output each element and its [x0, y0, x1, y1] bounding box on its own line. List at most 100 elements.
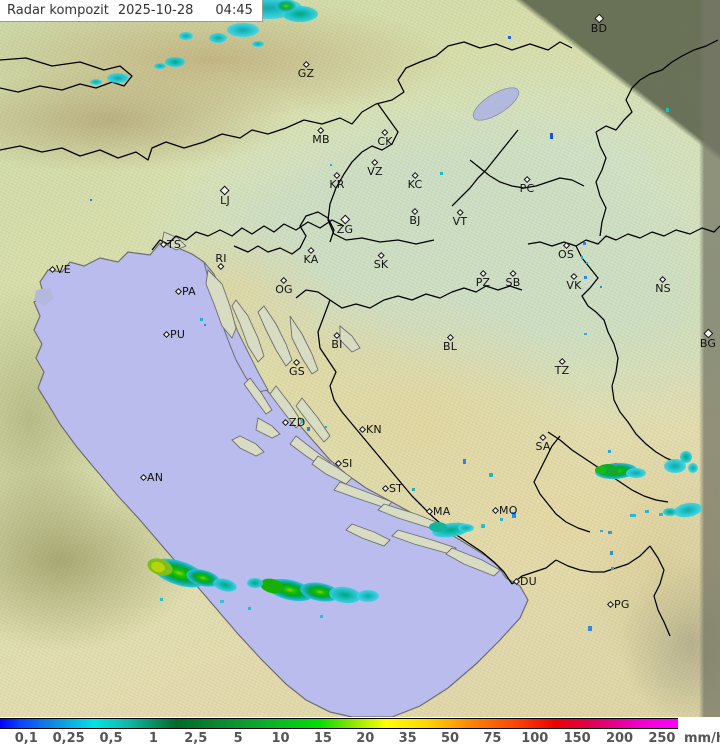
city-marker-mo[interactable]: MO [491, 504, 518, 517]
legend-tick-6: 10 [271, 731, 290, 746]
border-hu-ro-b [595, 131, 607, 237]
city-code-label: SB [505, 276, 521, 289]
city-marker-ns[interactable]: NS [655, 275, 671, 294]
city-marker-pz[interactable]: PZ [475, 269, 491, 289]
city-code-label: VT [452, 215, 468, 228]
city-code-label: OS [557, 248, 575, 261]
city-marker-an[interactable]: AN [139, 471, 164, 484]
city-diamond-icon [174, 287, 183, 296]
legend-tick-4: 2,5 [184, 731, 208, 746]
border-bih-west [317, 299, 513, 585]
echo-group-dalmatia-coast-specks [200, 318, 493, 491]
city-code-label: CK [377, 135, 393, 148]
city-marker-ri[interactable]: RI [215, 252, 226, 271]
border-at-si [0, 41, 573, 161]
city-marker-bj[interactable]: BJ [409, 207, 420, 226]
city-code-label: KC [407, 178, 423, 191]
city-marker-sk[interactable]: SK [374, 251, 389, 270]
city-marker-pg[interactable]: PG [606, 599, 630, 610]
city-diamond-icon [281, 418, 290, 427]
border-si-hr [233, 211, 335, 255]
venice-lagoon [34, 288, 54, 306]
city-marker-si[interactable]: SI [334, 458, 353, 469]
city-marker-sa[interactable]: SA [535, 433, 551, 453]
legend-tick-5: 5 [233, 731, 243, 746]
city-marker-gz[interactable]: GZ [297, 60, 315, 80]
border-detail-ne [451, 129, 519, 207]
city-code-label: PA [182, 285, 196, 298]
legend-tick-3: 1 [148, 731, 158, 746]
legend-tick-8: 20 [356, 731, 375, 746]
city-code-label: MO [499, 504, 518, 517]
city-code-label: SA [535, 440, 551, 453]
border-at-north [0, 57, 133, 93]
city-diamond-icon [162, 330, 171, 339]
city-marker-ts[interactable]: TS [159, 238, 182, 251]
city-marker-pa[interactable]: PA [174, 285, 196, 298]
city-marker-vz[interactable]: VZ [367, 158, 383, 177]
city-marker-zg[interactable]: ZG [337, 214, 353, 235]
city-marker-sb[interactable]: SB [505, 269, 521, 289]
city-marker-pu[interactable]: PU [162, 328, 186, 341]
city-marker-du[interactable]: DU [512, 575, 537, 588]
city-code-label: BG [699, 337, 717, 350]
city-marker-layer: GZ BD MB CK VZ LJ KR KC PC ZG BJ VT TS RI KA SK OS VE PA OG… [48, 13, 717, 610]
city-marker-bg[interactable]: BG [699, 328, 717, 350]
border-si-it [151, 219, 345, 251]
city-marker-zd[interactable]: ZD [281, 417, 305, 428]
city-marker-tz[interactable]: TZ [554, 357, 570, 377]
city-code-label: VK [566, 279, 582, 292]
city-marker-ve[interactable]: VE [48, 264, 71, 275]
city-marker-pc[interactable]: PC [520, 175, 535, 194]
city-marker-st[interactable]: ST [381, 483, 403, 494]
city-code-label: TZ [554, 364, 570, 377]
border-hr-rs [575, 245, 677, 463]
city-diamond-icon [159, 240, 168, 249]
city-code-label: TS [167, 238, 182, 251]
legend-tick-labels: 0,1 0,25 0,5 1 2,5 5 10 15 20 35 50 75 100 150 200 250 m… [0, 731, 720, 751]
border-hu-ro [595, 39, 719, 133]
legend-colorbar [0, 718, 678, 729]
city-code-label: PU [170, 328, 186, 341]
city-diamond-icon [425, 507, 434, 516]
lake-north [472, 87, 520, 121]
city-diamond-icon [48, 265, 57, 274]
border-hu-rs [527, 225, 720, 247]
border-hu-hr [327, 103, 435, 245]
border-me-rs [555, 545, 651, 573]
map-canvas[interactable]: GZ BD MB CK VZ LJ KR KC PC ZG BJ VT TS RI KA SK OS VE PA OG… [0, 0, 720, 717]
city-marker-mb[interactable]: MB [312, 126, 330, 145]
city-marker-vt[interactable]: VT [452, 208, 468, 228]
legend-tick-7: 15 [313, 731, 332, 746]
city-marker-bd[interactable]: BD [591, 13, 607, 34]
city-marker-bl[interactable]: BL [443, 333, 457, 352]
city-code-label: GZ [297, 67, 315, 80]
city-code-label: PZ [475, 276, 491, 289]
legend-panel: 0,1 0,25 0,5 1 2,5 5 10 15 20 35 50 75 100 150 200 250 m… [0, 717, 720, 751]
city-marker-ck[interactable]: CK [377, 128, 393, 148]
city-code-label: DU [520, 575, 537, 588]
city-marker-lj[interactable]: LJ [220, 185, 230, 206]
city-marker-kr[interactable]: KR [329, 171, 344, 190]
city-code-label: BI [331, 338, 343, 351]
legend-tick-10: 50 [440, 731, 460, 746]
legend-tick-14: 200 [605, 731, 634, 746]
city-marker-os[interactable]: OS [557, 241, 575, 261]
border-detail-bih-s [533, 435, 591, 533]
city-marker-vk[interactable]: VK [566, 272, 582, 292]
city-code-label: OG [275, 283, 293, 296]
city-marker-gs[interactable]: GS [289, 358, 305, 377]
city-marker-ka[interactable]: KA [304, 246, 319, 265]
echo-group-hungary-specks [90, 36, 669, 335]
title-bar: Radar kompozit 2025-10-28 04:45 [0, 0, 263, 22]
city-code-label: MA [433, 505, 451, 518]
city-marker-kc[interactable]: KC [407, 171, 423, 191]
legend-tick-2: 0,5 [99, 731, 123, 746]
city-marker-og[interactable]: OG [275, 276, 293, 296]
city-marker-kn[interactable]: KN [358, 424, 382, 435]
city-marker-bi[interactable]: BI [331, 331, 343, 351]
city-code-label: AN [147, 471, 164, 484]
legend-tick-9: 35 [398, 731, 417, 746]
city-marker-ma[interactable]: MA [425, 505, 451, 518]
city-diamond-icon [358, 425, 367, 434]
